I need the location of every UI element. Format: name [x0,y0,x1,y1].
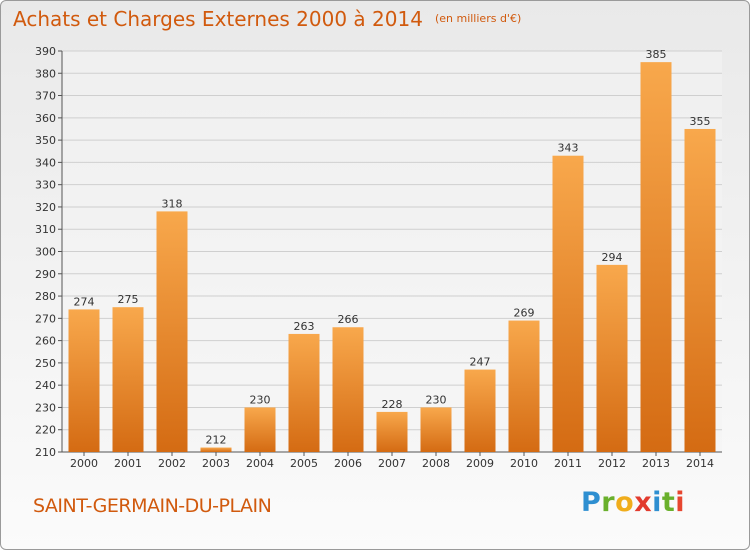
y-tick-label: 270 [35,312,56,325]
logo-letter: x [634,487,653,518]
data-label: 263 [294,320,315,333]
bar [244,407,276,452]
bar [508,320,540,452]
x-tick-label: 2003 [202,457,230,470]
x-tick-label: 2000 [70,457,98,470]
y-tick-label: 380 [35,67,56,80]
bar [420,407,452,452]
x-tick-label: 2008 [422,457,450,470]
x-tick-label: 2002 [158,457,186,470]
chart-title: Achats et Charges Externes 2000 à 2014 (e… [13,7,521,31]
data-label: 230 [426,393,447,406]
data-label: 230 [250,393,271,406]
chart-title-text: Achats et Charges Externes 2000 à 2014 [13,7,423,31]
data-label: 266 [338,313,359,326]
x-tick-label: 2013 [642,457,670,470]
logo-letter: i [675,487,686,518]
bar [156,211,188,452]
y-tick-label: 240 [35,379,56,392]
y-tick-label: 300 [35,246,56,259]
y-tick-label: 280 [35,290,56,303]
logo-letter: P [581,487,602,518]
y-tick-label: 260 [35,335,56,348]
logo-letter: i [652,487,662,518]
data-label: 228 [382,398,403,411]
x-tick-label: 2014 [686,457,714,470]
data-label: 318 [162,197,183,210]
y-tick-label: 250 [35,357,56,370]
x-tick-label: 2001 [114,457,142,470]
logo-letter: o [615,487,635,518]
data-label: 212 [206,434,227,447]
bar [200,447,232,452]
data-label: 275 [118,293,139,306]
y-tick-label: 310 [35,223,56,236]
y-tick-label: 220 [35,424,56,437]
logo-letter: r [601,487,616,518]
x-tick-label: 2011 [554,457,582,470]
x-tick-label: 2012 [598,457,626,470]
data-label: 343 [558,142,579,155]
y-tick-label: 390 [35,45,56,58]
x-tick-label: 2006 [334,457,362,470]
data-label: 269 [514,307,535,320]
bar [288,333,320,452]
y-tick-label: 360 [35,112,56,125]
x-tick-label: 2004 [246,457,274,470]
chart-unit: (en milliers d'€) [434,12,522,25]
bar [640,62,672,453]
y-tick-label: 230 [35,401,56,414]
y-tick-label: 320 [35,201,56,214]
data-label: 385 [646,48,667,61]
x-tick-label: 2005 [290,457,318,470]
commune-name: SAINT-GERMAIN-DU-PLAIN [33,495,272,517]
bar [552,155,584,452]
x-tick-label: 2007 [378,457,406,470]
x-tick-label: 2010 [510,457,538,470]
proxiti-logo: Proxiti [581,487,685,518]
data-label: 355 [690,115,711,128]
data-label: 294 [602,251,623,264]
data-label: 274 [74,295,95,308]
y-tick-label: 210 [35,446,56,459]
logo-letter: t [661,487,676,518]
bar [376,411,408,452]
data-label: 247 [470,356,491,369]
bar [596,264,628,452]
bar [68,309,100,452]
y-tick-label: 350 [35,134,56,147]
bar [112,307,144,452]
x-tick-label: 2009 [466,457,494,470]
y-tick-label: 290 [35,268,56,281]
bar [464,369,496,452]
y-tick-label: 340 [35,156,56,169]
y-tick-label: 330 [35,179,56,192]
y-tick-label: 370 [35,90,56,103]
bar [332,327,364,452]
bar [684,128,716,452]
